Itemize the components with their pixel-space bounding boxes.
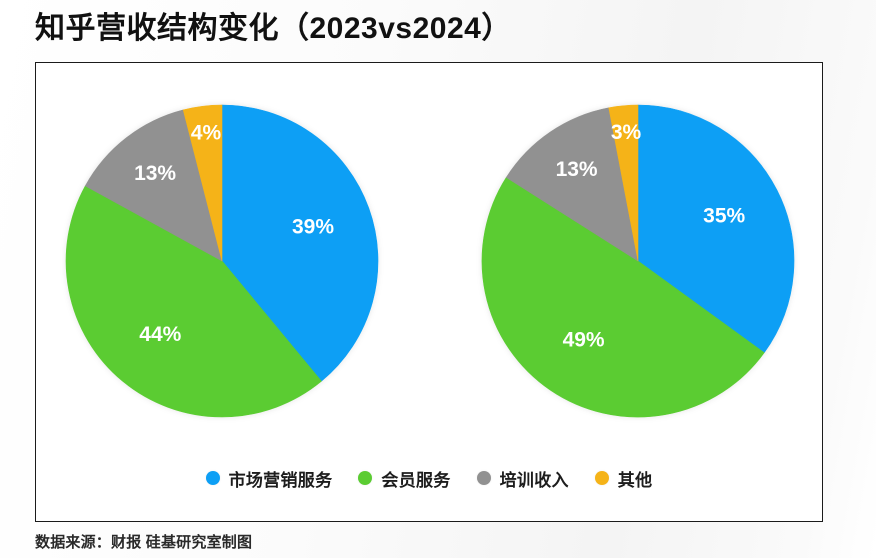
- pie-slice-label-pie-2024-0: 35%: [703, 205, 745, 228]
- pie-slice-label-pie-2023-3: 4%: [191, 122, 222, 145]
- pie-chart-2024: 35% 49% 13% 3%: [478, 101, 798, 421]
- pie-slice-pie-2024-0[interactable]: [637, 104, 795, 354]
- pie-slice-label-pie-2024-1: 49%: [563, 329, 605, 352]
- pie-charts-row: 39% 44% 13% 4% 35% 49% 13% 3%: [36, 63, 822, 453]
- legend-item-membership[interactable]: 会员服务: [358, 466, 450, 491]
- legend-swatch-training-icon: [476, 471, 491, 485]
- pie-slice-label-pie-2023-2: 13%: [134, 162, 176, 185]
- pie-2023-svg: 39% 44% 13% 4%: [65, 104, 379, 418]
- legend-label: 其他: [617, 470, 653, 490]
- pie-slice-pie-2024-1[interactable]: [481, 176, 765, 418]
- pie-slice-pie-2023-1[interactable]: [65, 185, 322, 418]
- pie-chart-2023: 39% 44% 13% 4%: [62, 101, 382, 421]
- legend-item-marketing[interactable]: 市场营销服务: [205, 466, 333, 491]
- pie-slice-label-pie-2023-1: 44%: [139, 323, 181, 346]
- pie-2024-svg: 35% 49% 13% 3%: [481, 104, 795, 418]
- pie-slice-pie-2024-2[interactable]: [505, 107, 639, 262]
- legend-item-other[interactable]: 其他: [594, 466, 653, 491]
- legend-swatch-other-icon: [594, 471, 609, 485]
- pie-slice-label-pie-2024-2: 13%: [556, 158, 598, 181]
- pie-slice-label-pie-2023-0: 39%: [292, 216, 334, 239]
- page-title: 知乎营收结构变化（2023vs2024）: [35, 12, 512, 45]
- chart-card: 39% 44% 13% 4% 35% 49% 13% 3% 市场营销服务 会员服务 培训收入 其他: [35, 62, 823, 522]
- legend-swatch-membership-icon: [358, 471, 373, 485]
- pie-slice-pie-2023-0[interactable]: [221, 104, 379, 382]
- pie-slice-label-pie-2024-3: 3%: [611, 121, 642, 144]
- legend-label: 会员服务: [381, 470, 451, 490]
- source-note: 数据来源：财报 硅基研究室制图: [35, 534, 253, 551]
- pie-slice-pie-2023-2[interactable]: [84, 109, 223, 262]
- pie-slice-pie-2024-3[interactable]: [608, 104, 639, 262]
- legend-swatch-marketing-icon: [205, 471, 220, 485]
- pie-slice-pie-2023-3[interactable]: [182, 104, 223, 262]
- legend-label: 市场营销服务: [228, 470, 333, 490]
- legend-item-training[interactable]: 培训收入: [476, 466, 569, 491]
- chart-legend: 市场营销服务 会员服务 培训收入 其他: [36, 461, 822, 495]
- legend-label: 培训收入: [499, 470, 569, 490]
